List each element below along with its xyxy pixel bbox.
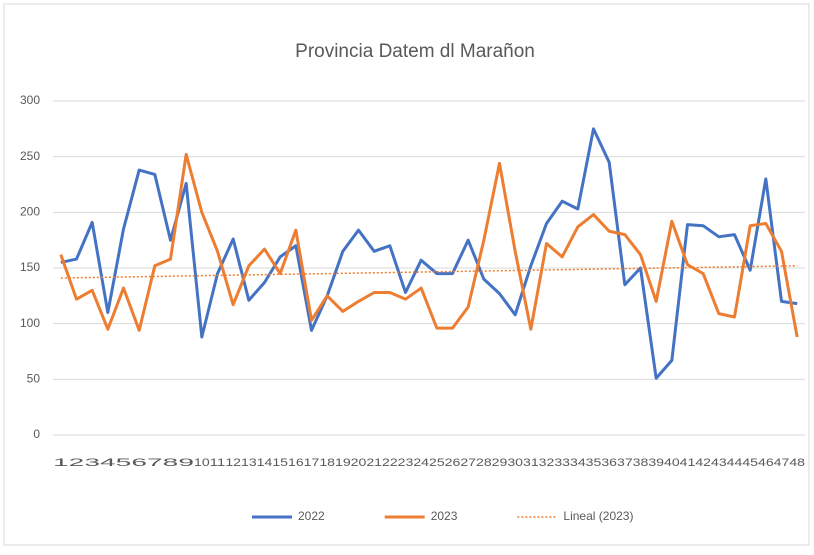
y-tick-label: 50	[27, 372, 41, 386]
x-tick-label: 17	[304, 457, 320, 469]
x-tick-label: 18	[319, 457, 335, 469]
x-tick-label: 1	[53, 457, 69, 469]
x-tick-label: 28	[476, 457, 492, 469]
x-tick-label: 21	[366, 457, 382, 469]
x-tick-label: 23	[398, 457, 414, 469]
x-tick-label: 8	[163, 457, 179, 469]
x-tick-label: 30	[507, 457, 523, 469]
x-tick-label: 3	[84, 457, 100, 469]
x-tick-label: 5	[116, 457, 132, 469]
x-tick-label: 4	[100, 457, 116, 469]
y-tick-label: 300	[20, 93, 40, 107]
x-tick-label: 14	[257, 457, 273, 469]
x-tick-label: 16	[288, 457, 304, 469]
series-line	[59, 152, 799, 338]
x-tick-label: 45	[742, 457, 758, 469]
x-tick-label: 24	[413, 457, 429, 469]
x-tick-label: 11	[210, 457, 226, 469]
x-tick-label: 20	[351, 457, 367, 469]
x-tick-label: 41	[680, 457, 696, 469]
x-tick-label: 37	[617, 457, 633, 469]
x-tick-label: 32	[539, 457, 555, 469]
legend-label: 2022	[298, 509, 325, 523]
x-tick-label: 42	[695, 457, 711, 469]
chart-title: Provincia Datem dl Marañon	[295, 41, 535, 62]
x-tick-label: 47	[774, 457, 790, 469]
x-tick-label: 35	[586, 457, 602, 469]
legend-label: Lineal (2023)	[563, 509, 633, 523]
chart-frame	[3, 3, 810, 546]
x-tick-label: 40	[664, 457, 680, 469]
x-tick-label: 15	[272, 457, 288, 469]
legend-label: 2023	[431, 509, 458, 523]
x-tick-label: 12	[225, 457, 241, 469]
y-tick-label: 0	[33, 427, 40, 441]
x-tick-label: 46	[758, 457, 774, 469]
x-tick-label: 36	[601, 457, 617, 469]
x-tick-label: 22	[382, 457, 398, 469]
x-tick-label: 33	[554, 457, 570, 469]
x-tick-label: 13	[241, 457, 257, 469]
y-tick-label: 100	[20, 316, 40, 330]
x-tick-label: 26	[445, 457, 461, 469]
x-tick-label: 44	[727, 457, 743, 469]
x-tick-label: 9	[178, 457, 194, 469]
x-tick-label: 2	[69, 457, 85, 469]
x-tick-label: 25	[429, 457, 445, 469]
y-tick-label: 150	[20, 260, 40, 274]
x-tick-label: 38	[633, 457, 649, 469]
x-tick-label: 39	[648, 457, 664, 469]
y-tick-label: 200	[20, 205, 40, 219]
x-tick-label: 6	[131, 457, 147, 469]
y-tick-label: 250	[20, 149, 40, 163]
x-tick-label: 31	[523, 457, 539, 469]
x-tick-label: 48	[789, 457, 805, 469]
x-tick-label: 43	[711, 457, 727, 469]
x-tick-label: 19	[335, 457, 351, 469]
x-tick-label: 7	[147, 457, 163, 469]
trend-line	[60, 265, 798, 279]
x-tick-label: 10	[194, 457, 210, 469]
x-tick-label: 34	[570, 457, 586, 469]
series-line	[60, 127, 798, 380]
x-tick-label: 29	[492, 457, 508, 469]
x-tick-label: 27	[460, 457, 476, 469]
